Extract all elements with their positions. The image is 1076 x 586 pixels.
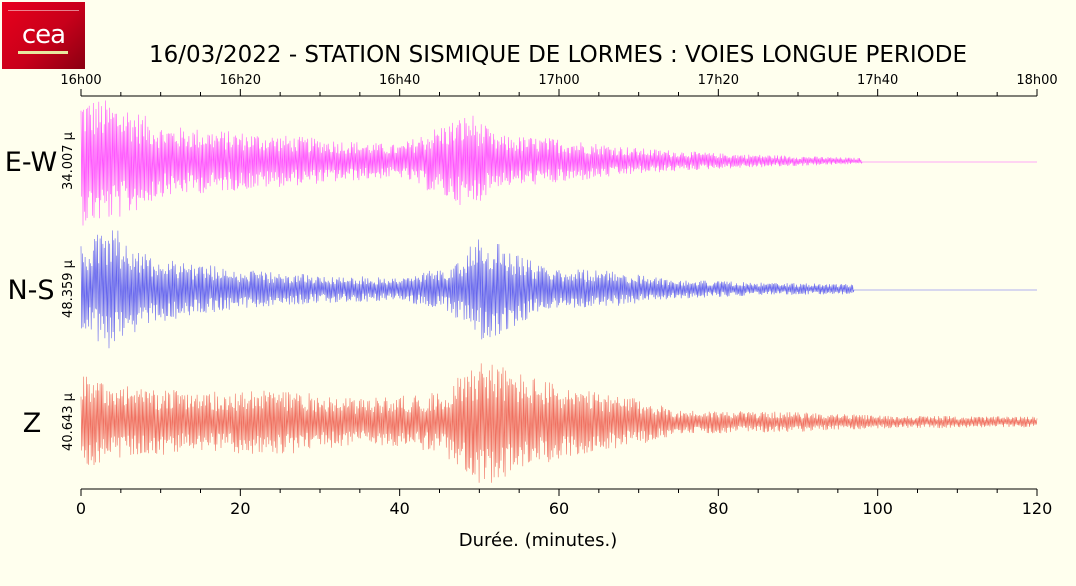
logo-text: cea	[21, 20, 66, 50]
top-tick-label: 16h40	[379, 73, 420, 88]
bottom-tick-label: 40	[389, 499, 409, 518]
logo-bar	[18, 51, 68, 54]
chart-title: 16/03/2022 - STATION SISMIQUE DE LORMES …	[149, 42, 967, 68]
top-tick-label: 17h40	[857, 73, 898, 88]
amplitude-label: 48.359 µ	[61, 260, 76, 318]
logo-decoration	[8, 10, 79, 15]
amplitude-label: 34.007 µ	[61, 132, 76, 190]
channel-name: E-W	[5, 147, 57, 178]
top-tick-label: 16h20	[220, 73, 261, 88]
channel-name: N-S	[7, 275, 54, 306]
top-tick-label: 17h20	[698, 73, 739, 88]
bottom-minute-axis: 0 20 40 60 80 100 120	[76, 488, 1053, 518]
cea-logo: cea	[2, 2, 85, 69]
bottom-tick-label: 60	[549, 499, 569, 518]
x-axis-label: Durée. (minutes.)	[459, 530, 618, 551]
top-tick-label: 18h00	[1016, 73, 1057, 88]
bottom-tick-label: 80	[708, 499, 728, 518]
bottom-tick-label: 0	[76, 499, 86, 518]
waveform	[80, 363, 1038, 483]
top-time-axis: 16h00 16h20 16h40 17h00 17h20 17h40 18h00	[60, 73, 1058, 97]
trace-n-s: N-S 48.359 µ	[7, 230, 1037, 349]
waveform	[80, 100, 1037, 226]
bottom-tick-label: 20	[230, 499, 250, 518]
channel-name: Z	[23, 408, 42, 439]
amplitude-label: 40.643 µ	[61, 393, 76, 451]
trace-e-w: E-W 34.007 µ	[5, 100, 1037, 226]
bottom-tick-label: 120	[1022, 499, 1053, 518]
top-tick-label: 17h00	[538, 73, 579, 88]
traces: E-W 34.007 µ N-S 48.359 µ Z 40.643 µ	[5, 100, 1038, 483]
trace-z: Z 40.643 µ	[23, 363, 1038, 483]
waveform	[80, 230, 1037, 349]
top-tick-label: 16h00	[60, 73, 101, 88]
bottom-tick-label: 100	[862, 499, 893, 518]
